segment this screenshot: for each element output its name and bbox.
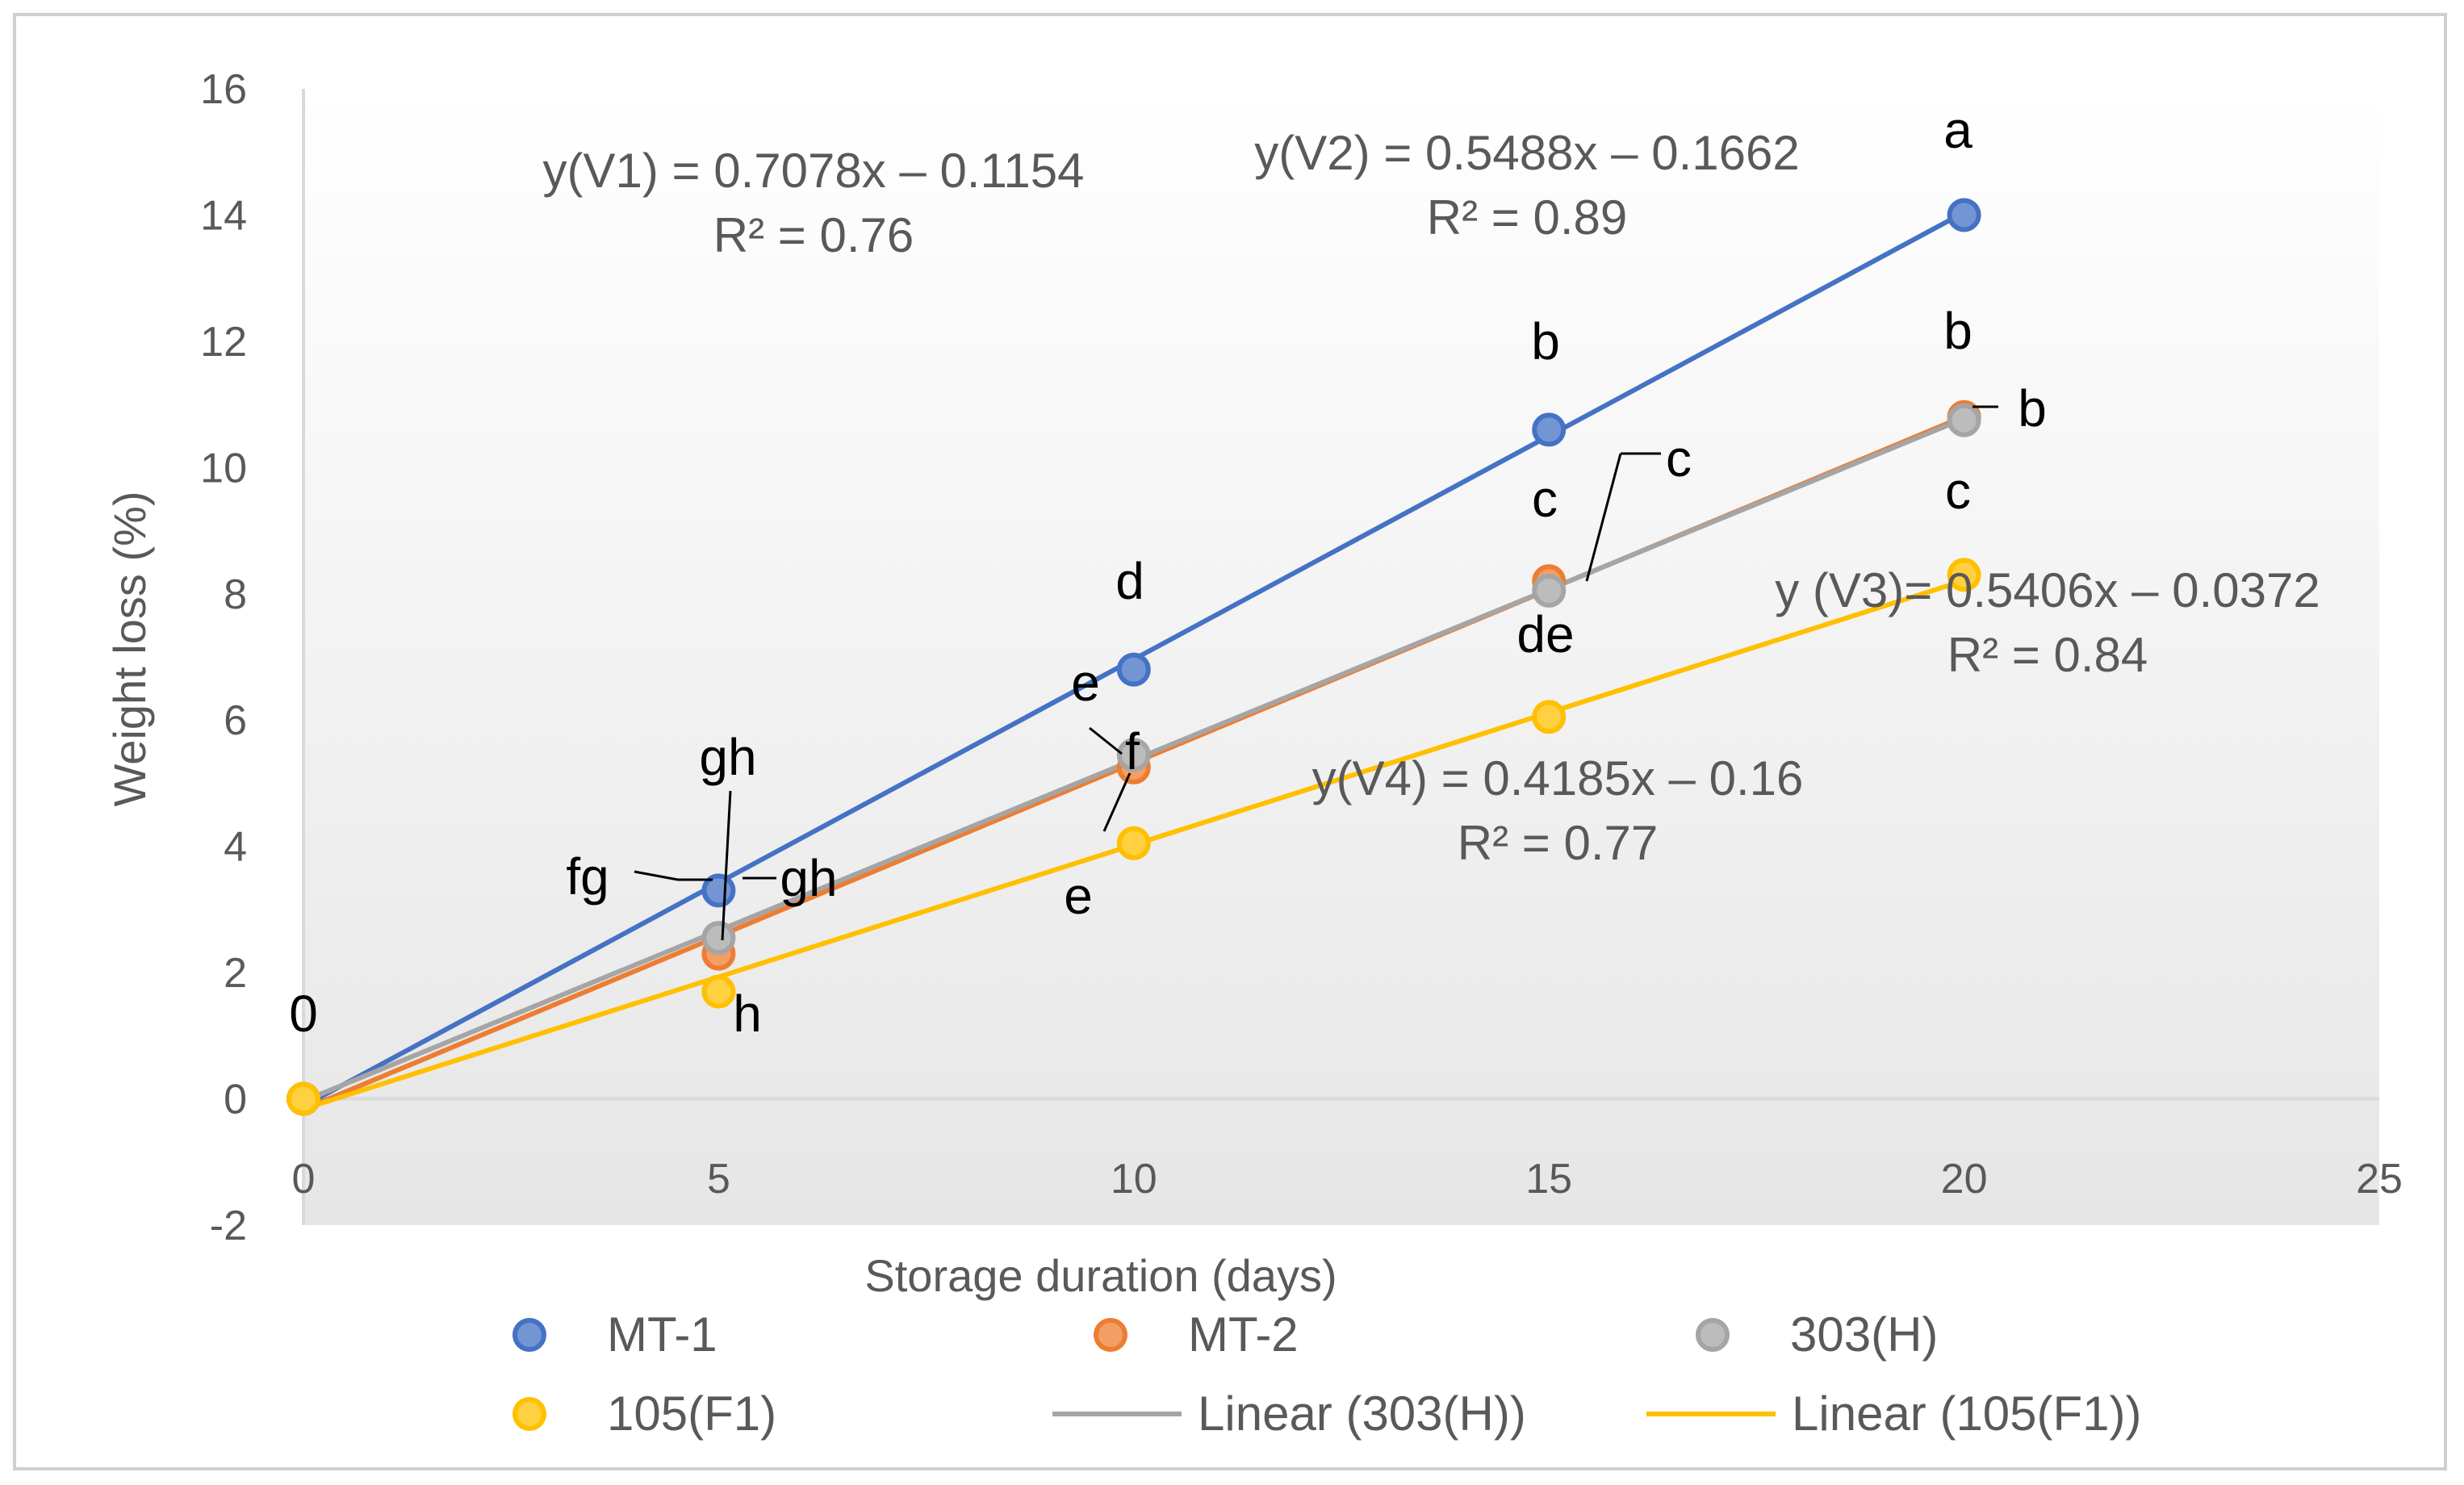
y-tick-label: 0 [224,1077,247,1123]
y-tick-label: 12 [200,319,247,366]
data-point-105-f1- [287,1081,320,1116]
trendline-r-squared: R² = 0.77 [1458,816,1658,870]
legend-label: Linear (303(H)) [1198,1387,1526,1441]
data-point-105-f1- [1116,826,1151,860]
legend-marker-mt-2 [1094,1318,1127,1352]
data-point-mt-1 [1116,652,1151,687]
trendline-r-squared: R² = 0.89 [1427,190,1627,245]
data-markers [287,198,1981,1116]
annotations: y(V1) = 0.7078x – 0.1154 R² = 0.76 y(V2) =… [289,101,2320,1043]
significance-letter: b [1531,312,1560,370]
legend: MT-1 MT-2 303(H) 105(F1) Linear (303(H)) Line… [512,1307,2142,1441]
significance-letter: c [1945,462,1971,520]
trendline-equation: y (V3)= 0.5406x – 0.0372 [1775,563,2320,617]
legend-label: MT-2 [1188,1307,1299,1362]
legend-label: 105(F1) [607,1387,776,1441]
leader-line [634,870,679,881]
significance-letter: b [2018,379,2047,437]
data-point-303-h- [1532,573,1567,608]
y-tick-label: 6 [224,697,247,744]
significance-letter: c [1532,470,1558,528]
leader-line [1102,772,1132,832]
significance-letter: h [733,985,762,1043]
legend-marker-mt-1 [512,1318,546,1352]
significance-letter: a [1943,101,1972,159]
significance-letter: fg [566,847,609,906]
leader-line [1585,453,1622,582]
data-point-105-f1- [701,974,736,1009]
significance-letter: de [1516,605,1574,663]
significance-letter: d [1115,552,1144,610]
significance-letter: c [1666,429,1692,487]
significance-letter: gh [699,728,756,786]
x-tick-label: 10 [1111,1156,1157,1203]
x-axis-title: Storage duration (days) [864,1250,1337,1301]
data-point-303-h- [701,921,736,956]
trendline-equation: y(V4) = 0.4185x – 0.16 [1312,751,1804,805]
x-tick-label: 20 [1941,1156,1988,1203]
significance-letter: 0 [289,985,318,1043]
legend-label: Linear (105(F1)) [1792,1387,2142,1441]
data-point-mt-1 [1532,412,1567,447]
data-point-303-h- [1947,403,1981,437]
x-tick-label: 0 [292,1156,316,1203]
y-tick-label: 8 [224,571,247,618]
y-tick-label: 4 [224,824,247,871]
y-tick-label: -2 [210,1203,247,1249]
trendline-equation: y(V2) = 0.5488x – 0.1662 [1254,126,1799,180]
legend-label: MT-1 [607,1307,717,1362]
significance-letter: f [1125,722,1140,780]
trendline-r-squared: R² = 0.76 [713,208,914,262]
y-axis-title: Weight loss (%) [104,491,155,806]
x-tick-label: 5 [707,1156,730,1203]
y-tick-label: 16 [200,66,247,113]
legend-label: 303(H) [1790,1307,1938,1362]
legend-marker-303-h- [1696,1318,1730,1352]
y-tick-label: 2 [224,950,247,997]
data-point-105-f1- [1947,558,1981,592]
trendline-r-squared: R² = 0.84 [1947,628,2148,682]
y-tick-label: 14 [200,192,247,239]
data-point-mt-1 [1947,198,1981,232]
y-tick-label: 10 [200,445,247,492]
plot-area [303,89,2379,1225]
significance-letter: e [1071,654,1100,712]
significance-letter: b [1943,302,1972,360]
significance-letter: gh [780,849,837,907]
data-point-105-f1- [1532,700,1567,734]
significance-letter: e [1064,867,1093,925]
legend-marker-105-f1- [512,1397,546,1431]
leader-line [721,790,732,941]
x-tick-label: 15 [1525,1156,1572,1203]
leader-line [1089,726,1123,755]
trendline-equation: y(V1) = 0.7078x – 0.1154 [542,144,1084,198]
x-tick-label: 25 [2356,1156,2403,1203]
data-point-303-h- [1116,738,1151,772]
